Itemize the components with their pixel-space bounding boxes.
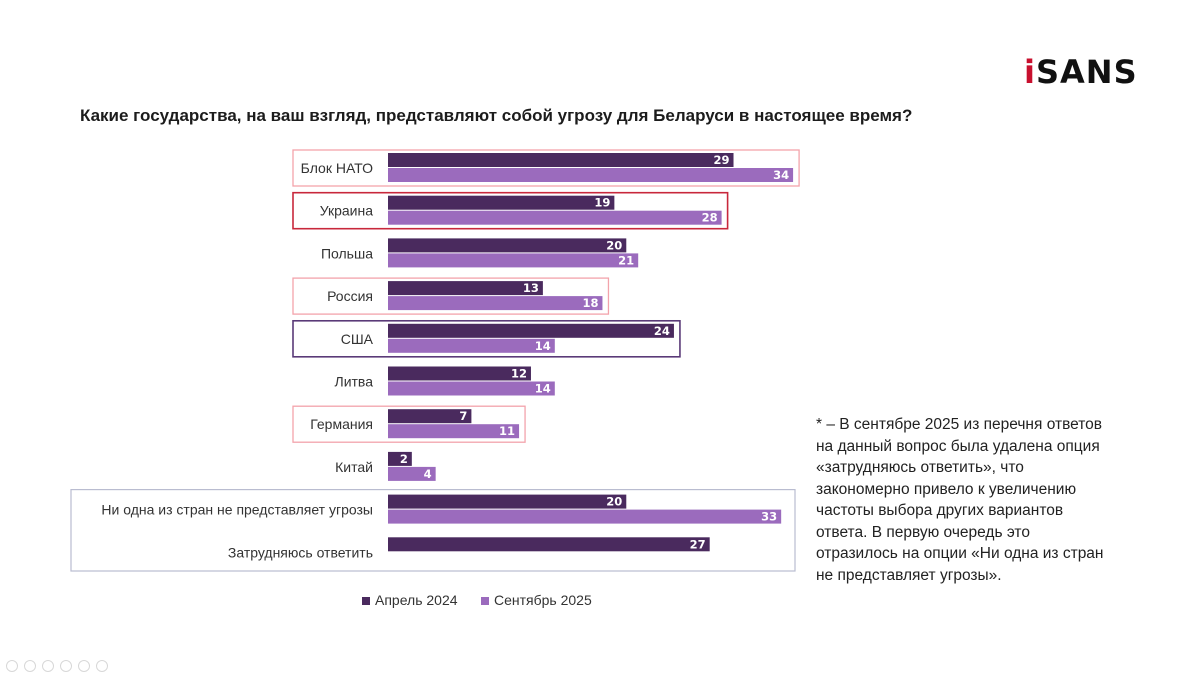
bar-september [388, 509, 782, 524]
bar-april [388, 238, 627, 253]
bar-september [388, 381, 555, 396]
data-label-april: 20 [606, 495, 622, 509]
bar-april [388, 153, 734, 167]
data-label-september: 14 [535, 339, 551, 353]
category-label: Германия [310, 416, 373, 432]
bar-april [388, 409, 472, 424]
legend-swatch-april [362, 597, 370, 606]
category-label: Блок НАТО [301, 160, 373, 176]
bar-april [388, 537, 710, 552]
category-label: Украина [320, 203, 374, 219]
prev-slide-icon[interactable] [6, 660, 18, 672]
bar-april [388, 451, 412, 466]
data-label-september: 28 [702, 211, 718, 225]
data-label-september: 11 [499, 424, 515, 438]
chart-legend: Апрель 2024 Сентябрь 2025 [0, 592, 1200, 610]
bar-september [388, 424, 520, 439]
more-icon[interactable] [96, 660, 108, 672]
zoom-icon[interactable] [78, 660, 90, 672]
highlight-frame-7 [292, 405, 526, 443]
bar-september [388, 296, 603, 311]
legend-item-april: Апрель 2024 [362, 592, 458, 608]
isans-logo: iSANS [1024, 53, 1138, 91]
bar-september [388, 466, 436, 481]
category-label: Ни одна из стран не представляет угрозы [101, 502, 373, 518]
category-label: Польша [321, 245, 373, 261]
data-label-april: 20 [606, 238, 622, 252]
highlight-frame-1 [292, 149, 800, 187]
footnote: * – В сентябре 2025 из перечня ответов н… [816, 416, 1104, 584]
bar-april [388, 195, 615, 210]
category-label: Затрудняюсь ответить [228, 544, 373, 560]
data-label-september: 33 [761, 510, 777, 524]
data-label-april: 29 [713, 153, 729, 167]
data-label-april: 13 [523, 281, 539, 295]
data-label-september: 18 [582, 296, 598, 310]
legend-swatch-september [481, 597, 489, 606]
data-label-april: 27 [690, 537, 706, 551]
bar-april [388, 494, 627, 509]
bar-april [388, 281, 543, 296]
bar-september [388, 253, 639, 268]
pages-icon[interactable] [60, 660, 72, 672]
category-label: Литва [335, 374, 374, 390]
slide-controls [6, 659, 114, 673]
chart-question: Какие государства, на ваш взгляд, предст… [80, 106, 913, 125]
next-slide-icon[interactable] [24, 660, 36, 672]
group-box-none-unsure [70, 489, 796, 572]
category-label: Россия [327, 288, 373, 304]
data-label-april: 12 [511, 367, 527, 381]
bar-april [388, 366, 531, 381]
data-label-september: 4 [424, 467, 432, 481]
data-label-september: 21 [618, 253, 634, 267]
highlight-frame-2 [292, 191, 729, 230]
category-label: Китай [335, 459, 373, 475]
data-label-april: 7 [459, 409, 467, 423]
data-label-september: 34 [773, 168, 789, 182]
data-label-september: 14 [535, 382, 551, 396]
data-label-april: 19 [594, 196, 610, 210]
highlight-frame-5 [292, 319, 681, 358]
pen-icon[interactable] [42, 660, 54, 672]
bar-september [388, 210, 722, 225]
legend-item-september: Сентябрь 2025 [481, 592, 592, 608]
bar-april [388, 323, 674, 338]
bar-september [388, 338, 555, 353]
highlight-frame-4 [292, 277, 610, 315]
data-label-april: 2 [400, 452, 408, 466]
data-label-april: 24 [654, 324, 670, 338]
category-label: США [341, 331, 374, 347]
bar-september [388, 168, 794, 182]
